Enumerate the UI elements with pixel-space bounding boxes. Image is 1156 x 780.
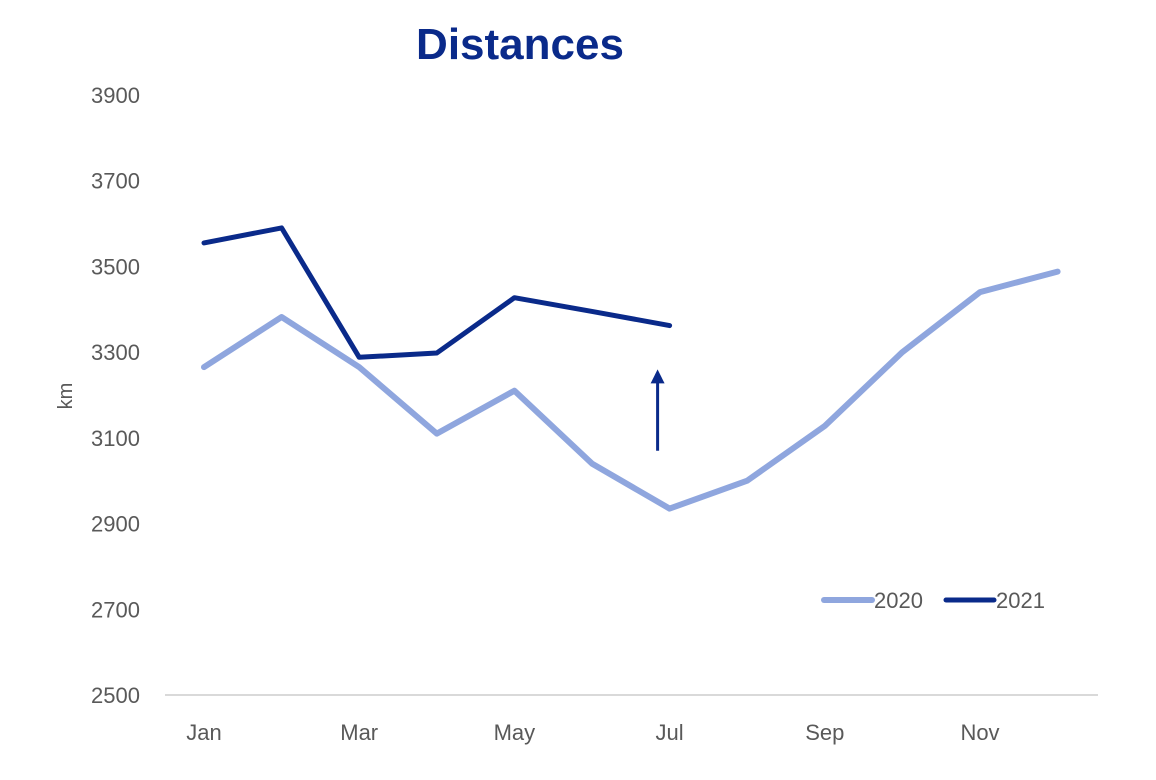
- legend: 2020 2021: [821, 588, 1045, 613]
- y-tick-label: 2900: [91, 512, 140, 537]
- x-tick-label: May: [494, 720, 536, 745]
- x-tick-label: Mar: [340, 720, 378, 745]
- x-tick-label: Jan: [186, 720, 221, 745]
- y-tick-label: 3700: [91, 169, 140, 194]
- y-tick-label: 3300: [91, 340, 140, 365]
- x-tick-label: Nov: [960, 720, 999, 745]
- annotations: [650, 369, 665, 451]
- x-tick-label: Jul: [656, 720, 684, 745]
- legend-item-2021: 2021: [943, 588, 1045, 613]
- up-arrow-annotation: [650, 369, 665, 451]
- legend-label: 2021: [996, 588, 1045, 613]
- x-tick-labels: Jan Mar May Jul Sep Nov: [186, 720, 999, 745]
- y-tick-label: 3100: [91, 426, 140, 451]
- y-tick-label: 2700: [91, 597, 140, 622]
- series-line-2021: [201, 225, 673, 360]
- chart-title: Distances: [416, 20, 624, 69]
- y-tick-label: 3500: [91, 254, 140, 279]
- legend-label: 2020: [874, 588, 923, 613]
- y-axis-label: km: [55, 383, 77, 410]
- x-tick-label: Sep: [805, 720, 844, 745]
- y-tick-labels: 2500 2700 2900 3100 3300 3500 3700 3900: [91, 83, 140, 708]
- y-tick-label: 3900: [91, 83, 140, 108]
- legend-item-2020: 2020: [821, 588, 923, 613]
- y-tick-label: 2500: [91, 683, 140, 708]
- series-lines: [201, 225, 1061, 512]
- series-line-2020: [201, 268, 1061, 512]
